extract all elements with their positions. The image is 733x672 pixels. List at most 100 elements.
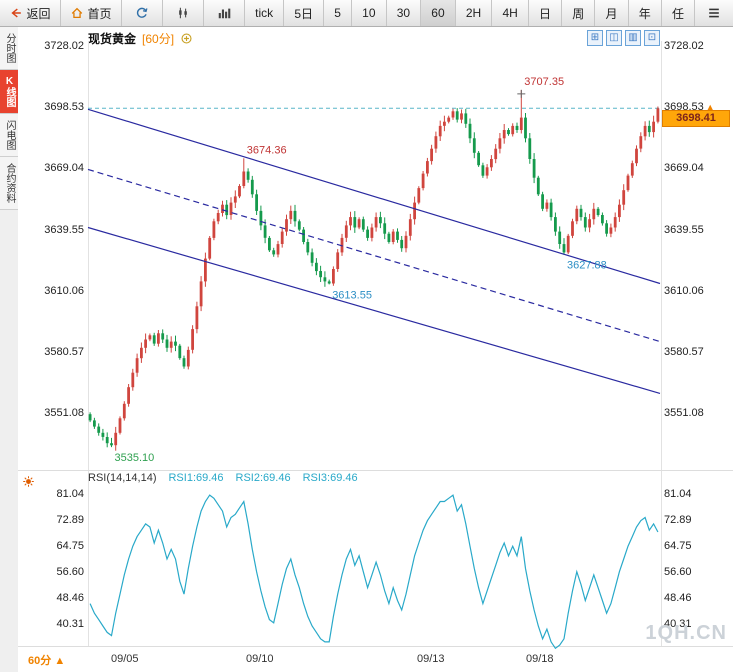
rsi-chart: [89, 494, 659, 650]
candle: [212, 218, 216, 241]
rsi-axis-label: 40.31: [664, 618, 692, 630]
candle: [408, 213, 412, 241]
candle: [110, 437, 113, 448]
candle: [199, 276, 203, 312]
toolbar-button-任[interactable]: 任: [662, 0, 696, 26]
toolbar-button-30[interactable]: 30: [387, 0, 422, 26]
candle: [387, 231, 391, 244]
rsi-axis-label: 48.46: [56, 592, 84, 604]
candlestick-chart: 3535.10 3674.36 3613.55 3707.35 3627.88: [87, 76, 661, 464]
price-axis-label: 3551.08: [664, 407, 704, 419]
candle: [259, 205, 263, 231]
candle: [161, 329, 165, 343]
toolbar-button-日[interactable]: 日: [529, 0, 563, 26]
home-button[interactable]: 首页: [61, 0, 122, 26]
candle: [302, 227, 305, 245]
sidebar: 分时图 K线图 闪电图 合约资料: [0, 27, 19, 672]
refresh-button[interactable]: [122, 0, 163, 26]
price-axis-label: 3551.08: [44, 407, 84, 419]
rsi-axis-label: 64.75: [664, 540, 692, 552]
toolbar-button-60[interactable]: 60: [421, 0, 456, 26]
candle: [152, 332, 156, 346]
candle: [327, 279, 331, 285]
candle: [417, 186, 421, 205]
candle: [468, 118, 472, 144]
candle: [105, 432, 109, 448]
toolbar-button-5日[interactable]: 5日: [284, 0, 325, 26]
candle: [618, 199, 621, 222]
candle: [93, 417, 96, 429]
back-arrow-icon: [11, 8, 22, 18]
toolbar: 返回 首页: [0, 0, 733, 27]
candle: [413, 196, 416, 225]
candle: [404, 231, 408, 253]
candle: [639, 132, 643, 153]
toolbar-button-10[interactable]: 10: [352, 0, 387, 26]
kline-chart-type-button[interactable]: [163, 0, 204, 26]
toolbar-button-月[interactable]: 月: [595, 0, 629, 26]
candle: [426, 157, 429, 177]
trend-line: [87, 226, 661, 394]
candle: [472, 132, 476, 159]
indicator-settings-icon[interactable]: [22, 475, 35, 488]
sidebar-tab-2[interactable]: 闪电图: [0, 114, 18, 157]
date-label: 09/13: [417, 653, 445, 665]
sidebar-tab-0[interactable]: 分时图: [0, 27, 18, 70]
date-axis-bar: 60分 ▲ 09/05 09/10 09/13 09/18: [18, 646, 733, 672]
back-button[interactable]: 返回: [0, 0, 61, 26]
candle: [583, 212, 587, 232]
toolbar-button-4H[interactable]: 4H: [492, 0, 529, 26]
volume-bars-icon: [218, 8, 231, 19]
toolbar-button-年[interactable]: 年: [629, 0, 662, 26]
candle: [532, 153, 536, 184]
annotation-label: 3707.35: [524, 76, 564, 88]
candle: [323, 271, 327, 287]
candle: [609, 223, 613, 238]
candle: [421, 171, 425, 191]
candle: [549, 198, 553, 221]
price-axis-left: 3728.02 3698.53 3669.04 3639.55 3610.06 3580.…: [20, 27, 84, 672]
sidebar-tab-3[interactable]: 合约资料: [0, 157, 18, 210]
zoom-tool-icon[interactable]: ⊡: [644, 30, 660, 46]
draw-tool-icon[interactable]: ▥: [625, 30, 641, 46]
candle: [494, 144, 498, 164]
chart-settings-icon[interactable]: [180, 32, 193, 45]
candle: [225, 200, 229, 220]
period-indicator-label: 60分: [28, 655, 52, 667]
candle: [186, 346, 190, 370]
candle: [430, 144, 433, 165]
period-tag: [60分]: [142, 32, 175, 46]
candle: [575, 205, 579, 225]
volume-chart-type-button[interactable]: [204, 0, 245, 26]
candle: [477, 151, 480, 167]
period-indicator[interactable]: 60分 ▲: [28, 652, 65, 668]
candle: [216, 209, 220, 225]
candle: [528, 133, 532, 164]
candle: [481, 162, 485, 178]
candle: [293, 204, 297, 227]
candle: [178, 343, 182, 360]
candle: [255, 189, 258, 215]
toolbar-button-tick[interactable]: tick: [245, 0, 285, 26]
sidebar-tab-1[interactable]: K线图: [0, 70, 18, 114]
chart-area: 现货黄金 [60分] ⊞ ◫ ▥ ⊡ 3728.02 3698.53 3669.04 363…: [18, 27, 733, 672]
rsi-value: RSI1:69.46: [168, 472, 224, 484]
candle: [434, 131, 438, 153]
toolbar-button-2H[interactable]: 2H: [456, 0, 493, 26]
candle: [647, 120, 651, 137]
crosshair-tool-icon[interactable]: ⊞: [587, 30, 603, 46]
menu-button[interactable]: [695, 0, 733, 26]
measure-tool-icon[interactable]: ◫: [606, 30, 622, 46]
price-axis-label: 3698.53: [44, 101, 84, 114]
rsi-axis-label: 81.04: [664, 488, 692, 500]
price-axis-label: 3728.02: [44, 40, 84, 52]
home-label: 首页: [87, 6, 112, 21]
toolbar-button-周[interactable]: 周: [562, 0, 596, 26]
toolbar-button-5[interactable]: 5: [324, 0, 353, 26]
candle: [169, 336, 173, 353]
trend-line: [87, 168, 661, 343]
candle: [263, 219, 267, 244]
candle: [353, 211, 357, 233]
price-axis-label: 3728.02: [664, 40, 704, 52]
chart-tools-group: ⊞ ◫ ▥ ⊡: [587, 30, 660, 46]
